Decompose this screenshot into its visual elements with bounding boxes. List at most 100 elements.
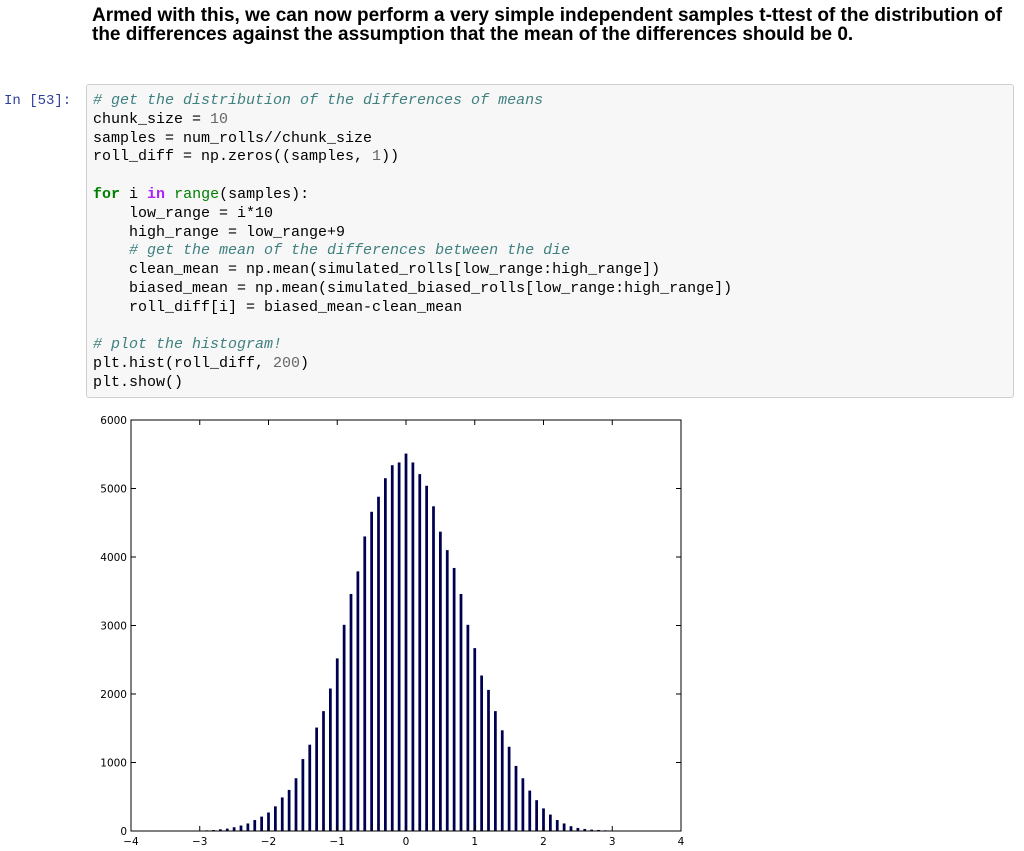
y-tick-label: 2000 [100,689,127,701]
y-tick-label: 6000 [100,415,127,427]
code-token: i [120,185,148,203]
code-token: 200 [273,355,301,373]
histogram-chart: −4 −3 −2 −1 0 1 2 3 4 0 1000 2000 3000 4000 5000 6000 [100,415,684,848]
histogram-bar [562,823,566,831]
histogram-bar [445,550,449,831]
x-tick-label: 4 [678,836,685,848]
code-token: 10 [210,110,229,128]
histogram-bar [473,648,477,831]
histogram-bar [384,478,387,831]
code-line: for i in range(samples): [93,186,309,203]
histogram-bar [500,730,504,831]
histogram-bar [342,624,346,831]
histogram-bar [356,571,360,831]
code-line: # plot the histogram! [93,336,282,353]
histogram-bar [370,511,373,831]
histogram-bar [418,474,422,831]
code-token: (samples): [219,185,310,203]
histogram-bar [301,759,305,831]
code-token: plt.hist(roll_diff, [93,355,274,373]
histogram-bar [363,536,367,831]
code-token: for [93,185,121,203]
histogram-bar [212,829,215,831]
x-tick-label: −4 [123,836,139,848]
histogram-bar [425,485,428,831]
code-token: 1 [372,148,382,166]
code-token: clean_mean = np.mean(simulated_rolls[low… [129,261,661,279]
code-cell[interactable]: # get the distribution of the difference… [86,84,1014,398]
code-line: biased_mean = np.mean(simulated_biased_r… [93,280,732,297]
histogram-bar [528,790,532,831]
code-token: in [147,185,166,203]
histogram-bar [507,746,511,831]
code-line: samples = num_rolls//chunk_size [93,130,372,147]
code-token [165,186,174,203]
code-token: plt.show() [93,373,184,391]
code-token: roll_diff[i] = biased_mean-clean_mean [129,298,463,316]
code-token: low_range = i*10 [129,204,274,222]
code-editor[interactable]: # get the distribution of the difference… [93,92,732,393]
histogram-bar [459,593,463,831]
histogram-bar [390,465,394,831]
code-token: high_range = low_range+9 [129,223,346,241]
histogram-bar [521,778,525,831]
histogram-bar [225,828,229,831]
code-token: samples = num_rolls//chunk_size [93,129,373,147]
histogram-bar [583,828,587,831]
histogram-bar [535,800,538,831]
x-tick-label: −1 [330,836,345,848]
code-token: ) [300,355,310,373]
histogram-bar [329,688,332,831]
y-tick-label: 4000 [100,552,127,564]
y-tick-label: 1000 [100,758,127,770]
histogram-bar [260,816,263,831]
histogram-bar [514,765,518,831]
histogram-bar [549,814,552,831]
histogram-bar [246,823,250,831]
histogram-bar [294,778,298,831]
histogram-bar [335,658,339,831]
histogram-bar [308,744,312,831]
histogram-bar [569,826,573,831]
code-token: range [174,185,220,203]
histogram-bar [439,531,442,831]
code-token: # get the distribution of the difference… [93,92,544,109]
code-line: high_range = low_range+9 [93,224,345,241]
plot-border [130,419,682,832]
code-line: # get the mean of the differences betwee… [93,242,570,259]
histogram-bar [349,593,353,831]
histogram-bar [404,453,408,831]
code-line: plt.hist(roll_diff, 200) [93,355,309,372]
code-token: roll_diff = np.zeros((samples, [93,148,373,166]
x-tick-label: 0 [403,836,410,848]
histogram-bar [411,462,415,831]
y-tick-label: 3000 [100,621,127,633]
code-token: biased_mean = np.mean(simulated_biased_r… [129,279,733,297]
x-tick-label: 2 [540,836,547,848]
markdown-heading: Armed with this, we can now perform a ve… [92,5,1003,45]
histogram-bar [576,827,580,831]
y-tick-label: 5000 [100,484,127,496]
code-line: roll_diff = np.zeros((samples, 1)) [93,148,399,165]
code-line: chunk_size = 10 [93,111,228,128]
histogram-bar [322,711,325,831]
y-tick-label: 0 [120,826,127,838]
histogram-bar [287,789,291,831]
x-tick-label: −3 [192,836,207,848]
code-line: # get the distribution of the difference… [93,92,543,109]
histogram-bar [253,820,257,831]
histogram-bar [267,812,270,831]
histogram-bar [239,825,243,831]
histogram-bar [280,797,284,831]
histogram-bar [274,806,277,831]
histogram-bar [555,820,559,831]
plot-area: −4 −3 −2 −1 0 1 2 3 4 0 1000 2000 3000 4000 5000 6000 [100,415,684,848]
code-line: low_range = i*10 [93,205,273,222]
code-line: plt.show() [93,374,183,391]
x-tick-label: 3 [609,836,616,848]
histogram-bar [397,462,401,831]
code-line: roll_diff[i] = biased_mean-clean_mean [93,299,462,316]
x-tick-label: 1 [471,836,478,848]
histogram-bar [232,827,236,831]
code-token: chunk_size = [93,110,211,128]
